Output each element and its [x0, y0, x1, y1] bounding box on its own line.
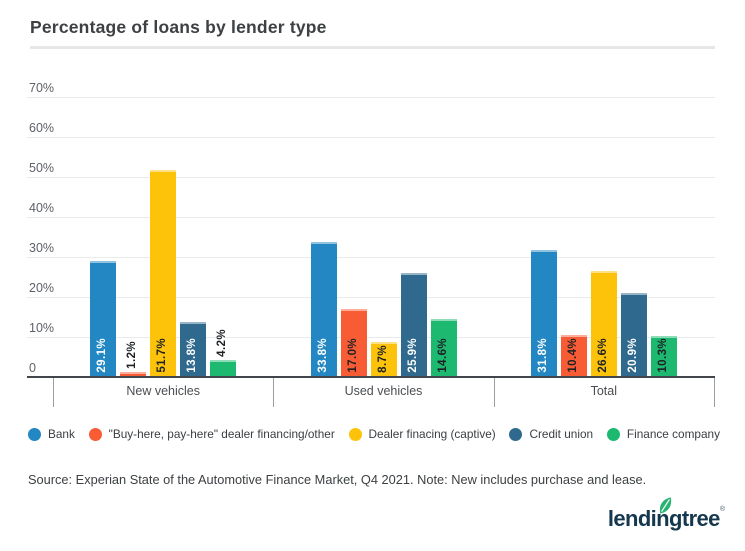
bar-value-label: 26.6% [591, 338, 617, 373]
bar-value-label: 4.2% [210, 329, 236, 357]
legend-dot-icon [28, 427, 41, 441]
bar-value-text: 10.4% [567, 338, 580, 373]
legend-label: Bank [48, 427, 75, 441]
legend-label: Credit union [529, 427, 594, 441]
bar-value-label: 14.6% [431, 338, 457, 373]
legend-item: Credit union [509, 427, 593, 441]
bar-value-label: 8.7% [371, 345, 397, 373]
y-axis-tick-label: 70% [29, 80, 55, 95]
leaf-icon [659, 497, 671, 514]
bar [310, 241, 337, 377]
lendingtree-logo: lendingtree® [607, 497, 725, 532]
bar-value-label: 13.8% [180, 338, 206, 373]
legend-item: Bank [28, 427, 75, 441]
bar-value-label: 25.9% [401, 338, 427, 373]
bar-value-text: 31.8% [537, 338, 550, 373]
category-separator [493, 378, 495, 407]
bar-value-text: 17.0% [346, 338, 359, 373]
y-axis-tick-label: 10% [29, 320, 55, 335]
legend-label: Finance company [626, 427, 720, 441]
bar-value-label: 29.1% [90, 338, 116, 373]
bar [180, 321, 207, 377]
bar-value-text: 33.8% [316, 338, 329, 373]
bar [650, 335, 677, 377]
y-axis-tick-label: 30% [29, 240, 55, 255]
source-note: Source: Experian State of the Automotive… [28, 472, 647, 487]
bar-value-label: 1.2% [120, 341, 146, 369]
category-separator [273, 378, 275, 407]
bar-value-label: 51.7% [150, 338, 176, 373]
bar-value-label: 10.4% [561, 338, 587, 373]
bar-value-text: 14.6% [436, 338, 449, 373]
legend-item: "Buy-here, pay-here" dealer financing/ot… [88, 427, 335, 441]
bar [210, 360, 237, 377]
category-separator [53, 378, 54, 407]
gridline [27, 337, 715, 338]
chart-legend: Bank "Buy-here, pay-here" dealer financin… [28, 427, 720, 441]
legend-label: Dealer finacing (captive) [368, 427, 496, 441]
category-label: Total [590, 384, 618, 398]
legend-dot-icon [606, 427, 620, 441]
y-axis-tick-label: 40% [29, 200, 55, 215]
bar-value-label: 20.9% [621, 338, 647, 373]
bar-value-text: 1.2% [126, 341, 139, 370]
gridline [27, 137, 715, 138]
bar-value-text: 8.7% [376, 345, 389, 373]
category-label: Used vehicles [344, 384, 423, 398]
bar-value-text: 26.6% [597, 338, 610, 373]
bar-value-text: 51.7% [156, 338, 169, 373]
logo-text: lendingtree [607, 506, 721, 531]
bar-value-text: 13.8% [186, 338, 199, 373]
bar-value-label: 17.0% [341, 338, 367, 373]
bar [370, 342, 397, 377]
title-divider [30, 46, 715, 49]
legend-item: Finance company [606, 427, 720, 441]
bar [530, 249, 557, 377]
trademark-mark: ® [719, 506, 725, 513]
bar [590, 270, 617, 377]
legend-dot-icon [509, 427, 523, 441]
bar [400, 273, 427, 377]
bar-value-text: 20.9% [627, 338, 640, 373]
bar-value-text: 4.2% [216, 329, 229, 358]
page-title: Percentage of loans by lender type [30, 17, 327, 37]
bar [560, 335, 587, 377]
bar [620, 293, 647, 377]
bar-value-label: 10.3% [651, 338, 677, 373]
legend-dot-icon [348, 427, 362, 441]
bar-value-label: 33.8% [311, 338, 337, 373]
gridline [27, 97, 715, 98]
gridline [27, 297, 715, 298]
gridline [27, 177, 715, 178]
x-axis-line [27, 376, 715, 378]
legend-label: "Buy-here, pay-here" dealer financing/ot… [108, 427, 335, 441]
legend-dot-icon [88, 427, 102, 441]
bar-value-text: 29.1% [96, 338, 109, 373]
gridline [27, 217, 715, 218]
bar [90, 260, 117, 377]
bar [340, 309, 367, 377]
legend-item: Dealer finacing (captive) [348, 427, 496, 441]
bar-value-text: 25.9% [406, 338, 419, 373]
bar-value-text: 10.3% [657, 338, 670, 373]
gridline [27, 257, 715, 258]
bar [150, 170, 177, 377]
bar [430, 318, 457, 377]
category-separator [714, 378, 715, 407]
y-axis-tick-label: 60% [29, 120, 55, 135]
category-label: New vehicles [126, 384, 200, 398]
y-axis-tick-label: 20% [29, 280, 55, 295]
y-axis-tick-label: 50% [29, 160, 55, 175]
y-axis-tick-label: 0 [29, 360, 36, 375]
bar [120, 372, 147, 377]
bar-value-label: 31.8% [531, 338, 557, 373]
